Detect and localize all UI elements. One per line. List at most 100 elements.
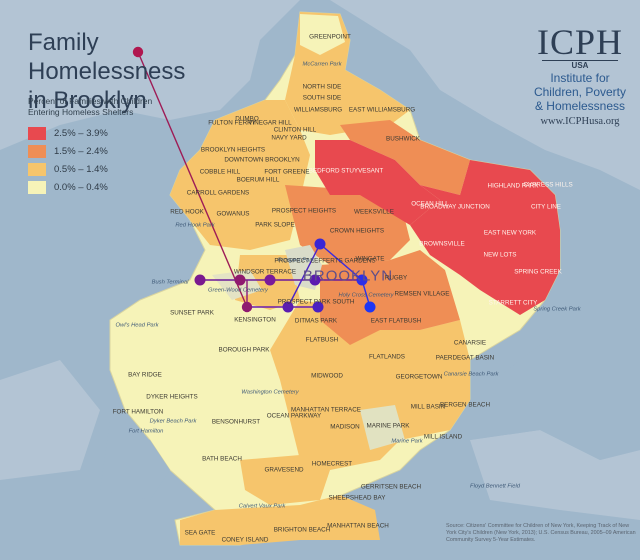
neighborhood-label: FULTON FERRY — [208, 119, 256, 127]
legend-row: 0.0% – 0.4% — [28, 178, 218, 196]
neighborhood-label: WINGATE — [355, 255, 385, 263]
node-lefferts — [314, 238, 326, 250]
neighborhood-label: WEEKSVILLE — [354, 208, 394, 216]
place-label: Calvert Vaux Park — [238, 503, 286, 510]
neighborhood-label: EAST WILLIAMSBURG — [348, 106, 416, 114]
logo-line: & Homelessness — [534, 99, 626, 113]
neighborhood-label: MARINE PARK — [366, 422, 410, 430]
line-east-a — [287, 243, 321, 308]
legend-swatch — [28, 144, 46, 158]
neighborhood-label: PROSPECT HEIGHTS — [271, 207, 337, 215]
node-title — [132, 46, 144, 58]
region-gravesend — [240, 455, 330, 505]
neighborhood-label: BAY RIDGE — [128, 371, 162, 379]
place-label: McCarren Park — [302, 61, 342, 68]
neighborhood-label: RUGBY — [384, 274, 408, 282]
neighborhood-label: CROWN HEIGHTS — [329, 227, 385, 235]
neighborhood-label: HIGHLAND PARK — [487, 182, 539, 190]
neighborhood-label: RED HOOK — [170, 208, 204, 216]
title-connector-line — [137, 51, 248, 308]
legend-swatch — [28, 126, 46, 140]
map-title-line-1: Family Homelessness — [28, 29, 186, 85]
neighborhood-label: BOROUGH PARK — [218, 346, 270, 354]
neighborhood-label: CITY LINE — [531, 203, 561, 211]
legend-label: 0.0% – 0.4% — [54, 181, 108, 193]
region-south-shore — [180, 495, 380, 545]
place-label: Green-Wood Cemetery — [208, 287, 268, 294]
logo-url: www.ICPHusa.org — [540, 116, 620, 127]
place-label: Fort Hamilton — [128, 428, 164, 435]
place-label: Owl's Head Park — [115, 322, 159, 329]
place-label: Washington Cemetery — [241, 389, 299, 396]
legend-swatch — [28, 180, 46, 194]
neighborhood-label: DUMBO — [235, 115, 259, 123]
neighborhood-label: DITMAS PARK — [294, 317, 338, 325]
node-prospect-park-south — [282, 301, 294, 313]
neighborhood-label: BENSONHURST — [211, 418, 261, 426]
neighborhood-label: BRIGHTON BEACH — [273, 526, 331, 534]
region-central — [270, 300, 470, 470]
source-note: Source: Citizens' Committee for Children… — [446, 523, 636, 543]
neighborhood-label: OCEAN HILL — [411, 200, 449, 208]
neighborhood-label: BROADWAY JUNCTION — [420, 203, 490, 211]
neighborhood-label: BUSHWICK — [386, 135, 420, 143]
neighborhood-label: GOWANUS — [216, 210, 250, 218]
legend-row: 0.5% – 1.4% — [28, 160, 218, 178]
node-bush-terminal — [194, 274, 206, 286]
node-green-wood — [234, 274, 246, 286]
region-bed-stuy — [315, 140, 440, 225]
place-label: Floyd Bennett Field — [470, 483, 520, 490]
legend-title: Percent of Families with Children Enteri… — [28, 96, 218, 118]
neighborhood-label: VINEGAR HILL — [248, 119, 292, 127]
neighborhood-label: DOWNTOWN BROOKLYN — [224, 156, 300, 164]
neighborhood-label: BOERUM HILL — [236, 176, 280, 184]
node-ditmas — [312, 301, 324, 313]
legend-swatch — [28, 162, 46, 176]
logo-line: Institute for — [550, 71, 610, 85]
legend: Percent of Families with Children Enteri… — [28, 96, 218, 196]
place-label: Canarsie Beach Park — [443, 371, 499, 378]
neighborhood-label: WILLIAMSBURG — [293, 106, 343, 114]
icph-logo: ICPH USA Institute for Children, Poverty… — [524, 24, 636, 127]
neighborhood-label: PROSPECT LEFFERTS GARDENS — [274, 257, 376, 265]
place-label: Prospect Park — [277, 257, 315, 264]
connector-nodes — [132, 46, 376, 313]
logo-name: ICPH — [536, 22, 624, 62]
neighborhood-label: FLATLANDS — [369, 353, 405, 361]
region-greenpoint — [300, 14, 345, 55]
line-east-b — [319, 243, 363, 281]
legend-title-line-2: Entering Homeless Shelters — [28, 107, 134, 117]
neighborhood-label: SUNSET PARK — [170, 309, 214, 317]
gravesend-bay — [100, 420, 170, 500]
borough-label: BROOKLYN — [302, 267, 394, 285]
node-wingate — [356, 274, 368, 286]
neighborhood-label: NAVY YARD — [271, 134, 307, 142]
neighborhood-label: KENSINGTON — [234, 316, 276, 324]
neighborhood-label: MANHATTAN TERRACE — [291, 406, 361, 414]
map-title-line-2: in Brooklyn — [28, 87, 147, 114]
neighborhood-label: WINDSOR TERRACE — [233, 268, 297, 276]
neighborhood-label: OCEAN PARKWAY — [266, 412, 322, 420]
jamaica-bay-islands — [470, 430, 640, 520]
region-east-new-york — [410, 160, 560, 315]
neighborhood-label: GRAVESEND — [264, 466, 304, 474]
staten-island-landmass — [0, 360, 100, 480]
neighborhood-label: DYKER HEIGHTS — [146, 393, 198, 401]
neighborhood-label: HOMECREST — [311, 460, 353, 468]
neighborhood-label: REMSEN VILLAGE — [394, 290, 450, 298]
neighborhood-label: MIDWOOD — [311, 372, 343, 380]
neighborhood-label: BROOKLYN HEIGHTS — [200, 146, 266, 154]
map-title: Family Homelessness in Brooklyn — [28, 28, 258, 115]
neighborhood-label: COBBLE HILL — [199, 168, 241, 176]
neighborhood-label: GREENPOINT — [309, 33, 351, 41]
neighborhood-label: PARK SLOPE — [255, 221, 295, 229]
node-holy-cross — [364, 301, 376, 313]
neighborhood-label: SHEEPSHEAD BAY — [328, 494, 386, 502]
legend-row: 1.5% – 2.4% — [28, 142, 218, 160]
neighborhood-label: EAST FLATBUSH — [370, 317, 422, 325]
legend-title-line-1: Percent of Families with Children — [28, 96, 153, 106]
neighborhood-label: BATH BEACH — [202, 455, 242, 463]
region-downtown — [170, 100, 310, 250]
